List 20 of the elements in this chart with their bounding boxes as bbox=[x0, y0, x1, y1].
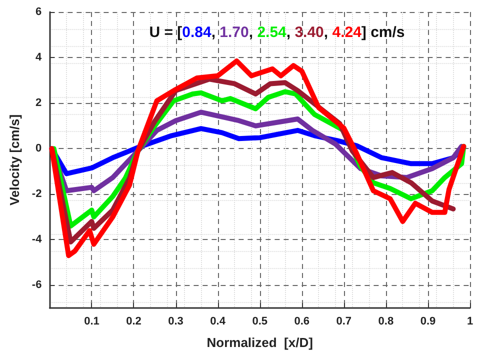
y-tick-label: -2 bbox=[32, 188, 42, 200]
x-tick-label: 0.1 bbox=[84, 316, 100, 328]
y-axis-title: Velocity [cm/s] bbox=[7, 114, 22, 206]
y-tick-label: 2 bbox=[36, 97, 42, 110]
x-tick-label: 0.5 bbox=[252, 316, 268, 328]
x-tick-label: 0.6 bbox=[294, 316, 310, 328]
x-tick-label: 0.8 bbox=[378, 316, 394, 328]
y-tick-label: 4 bbox=[36, 52, 43, 64]
y-tick-label: 6 bbox=[36, 6, 42, 18]
y-tick-label: -4 bbox=[32, 234, 43, 246]
x-axis-title: Normalized [x/D] bbox=[206, 335, 313, 350]
x-tick-label: 0.7 bbox=[336, 316, 352, 328]
x-tick-label: 1 bbox=[466, 316, 474, 328]
y-tick-label: 0 bbox=[36, 142, 42, 155]
x-tick-label: 0.9 bbox=[420, 316, 436, 328]
x-tick-label: 0.4 bbox=[210, 316, 226, 328]
x-tick-label: 0.2 bbox=[126, 316, 142, 328]
chart-title: U = [0.84, 1.70, 2.54, 3.40, 4.24] cm/s bbox=[149, 24, 405, 41]
y-tick-label: -6 bbox=[32, 279, 42, 292]
x-tick-label: 0.3 bbox=[168, 316, 184, 328]
